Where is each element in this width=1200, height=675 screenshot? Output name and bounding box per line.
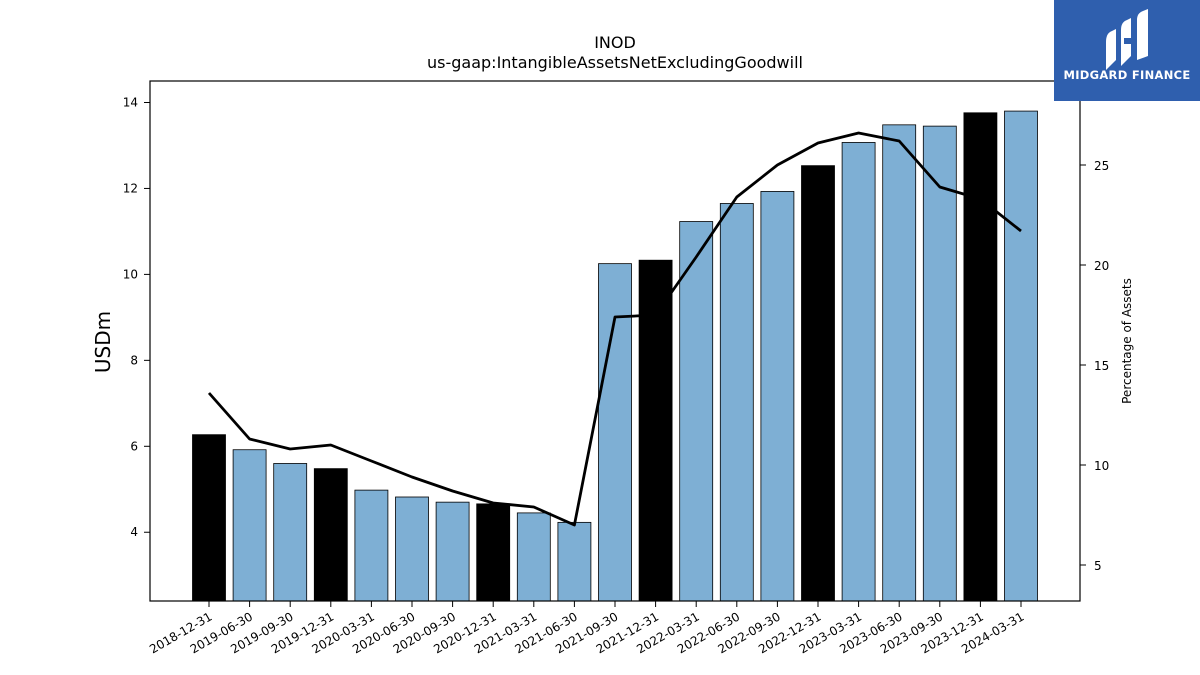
y-tick-label: 6: [130, 439, 138, 453]
bar-2021-06-30: [557, 521, 592, 602]
bar-2023-09-30: [922, 125, 957, 602]
bar-2018-12-31: [192, 434, 226, 602]
y-tick-label: 12: [123, 181, 138, 195]
bar-2021-12-31: [638, 259, 673, 602]
bar-2023-03-31: [841, 142, 876, 602]
y-axis-label: USDm: [91, 311, 115, 373]
bar-2024-03-31: [1004, 110, 1038, 602]
x-axis-ticks: 2018-12-312019-06-302019-09-302019-12-31…: [147, 601, 1027, 656]
y2-tick-label: 15: [1094, 359, 1109, 373]
bar-2023-06-30: [882, 124, 917, 602]
chart-title: INOD: [594, 33, 636, 52]
bar-2020-12-31: [476, 503, 511, 602]
midgard-finance-logo: MIDGARD FINANCE: [1054, 0, 1200, 101]
line-group: [207, 131, 1022, 527]
bar-2020-09-30: [435, 501, 470, 602]
bar-2022-06-30: [719, 203, 754, 602]
bar-2023-12-31: [963, 112, 998, 602]
y-tick-label: 4: [130, 525, 138, 539]
bar-2019-06-30: [232, 449, 267, 602]
logo-text: MIDGARD FINANCE: [1063, 68, 1191, 82]
left-axis-ticks: 4 6 8 10 12 14: [123, 95, 150, 539]
y2-tick-label: 10: [1094, 459, 1109, 473]
y-tick-label: 8: [130, 353, 138, 367]
y2-axis-label: Percentage of Assets: [1120, 278, 1134, 404]
bar-2022-03-31: [679, 221, 714, 602]
bar-2019-09-30: [273, 463, 308, 602]
y2-tick-label: 25: [1094, 159, 1109, 173]
y-tick-label: 10: [123, 267, 138, 281]
y2-tick-label: 5: [1094, 559, 1102, 573]
bar-2021-03-31: [516, 512, 551, 602]
bar-2022-09-30: [760, 191, 795, 602]
chart-subtitle: us-gaap:IntangibleAssetsNetExcludingGood…: [427, 53, 803, 72]
logo-mark-icon: [1106, 9, 1148, 70]
bars-group: [192, 110, 1038, 602]
bar-2022-12-31: [801, 165, 835, 602]
y-tick-label: 14: [123, 95, 138, 109]
right-axis-ticks: 5 10 15 20 25: [1080, 159, 1109, 573]
bar-2020-06-30: [395, 496, 429, 602]
bar-2019-12-31: [313, 468, 348, 602]
y2-tick-label: 20: [1094, 259, 1109, 273]
bar-2020-03-31: [354, 489, 389, 602]
bar-2021-09-30: [598, 263, 632, 602]
